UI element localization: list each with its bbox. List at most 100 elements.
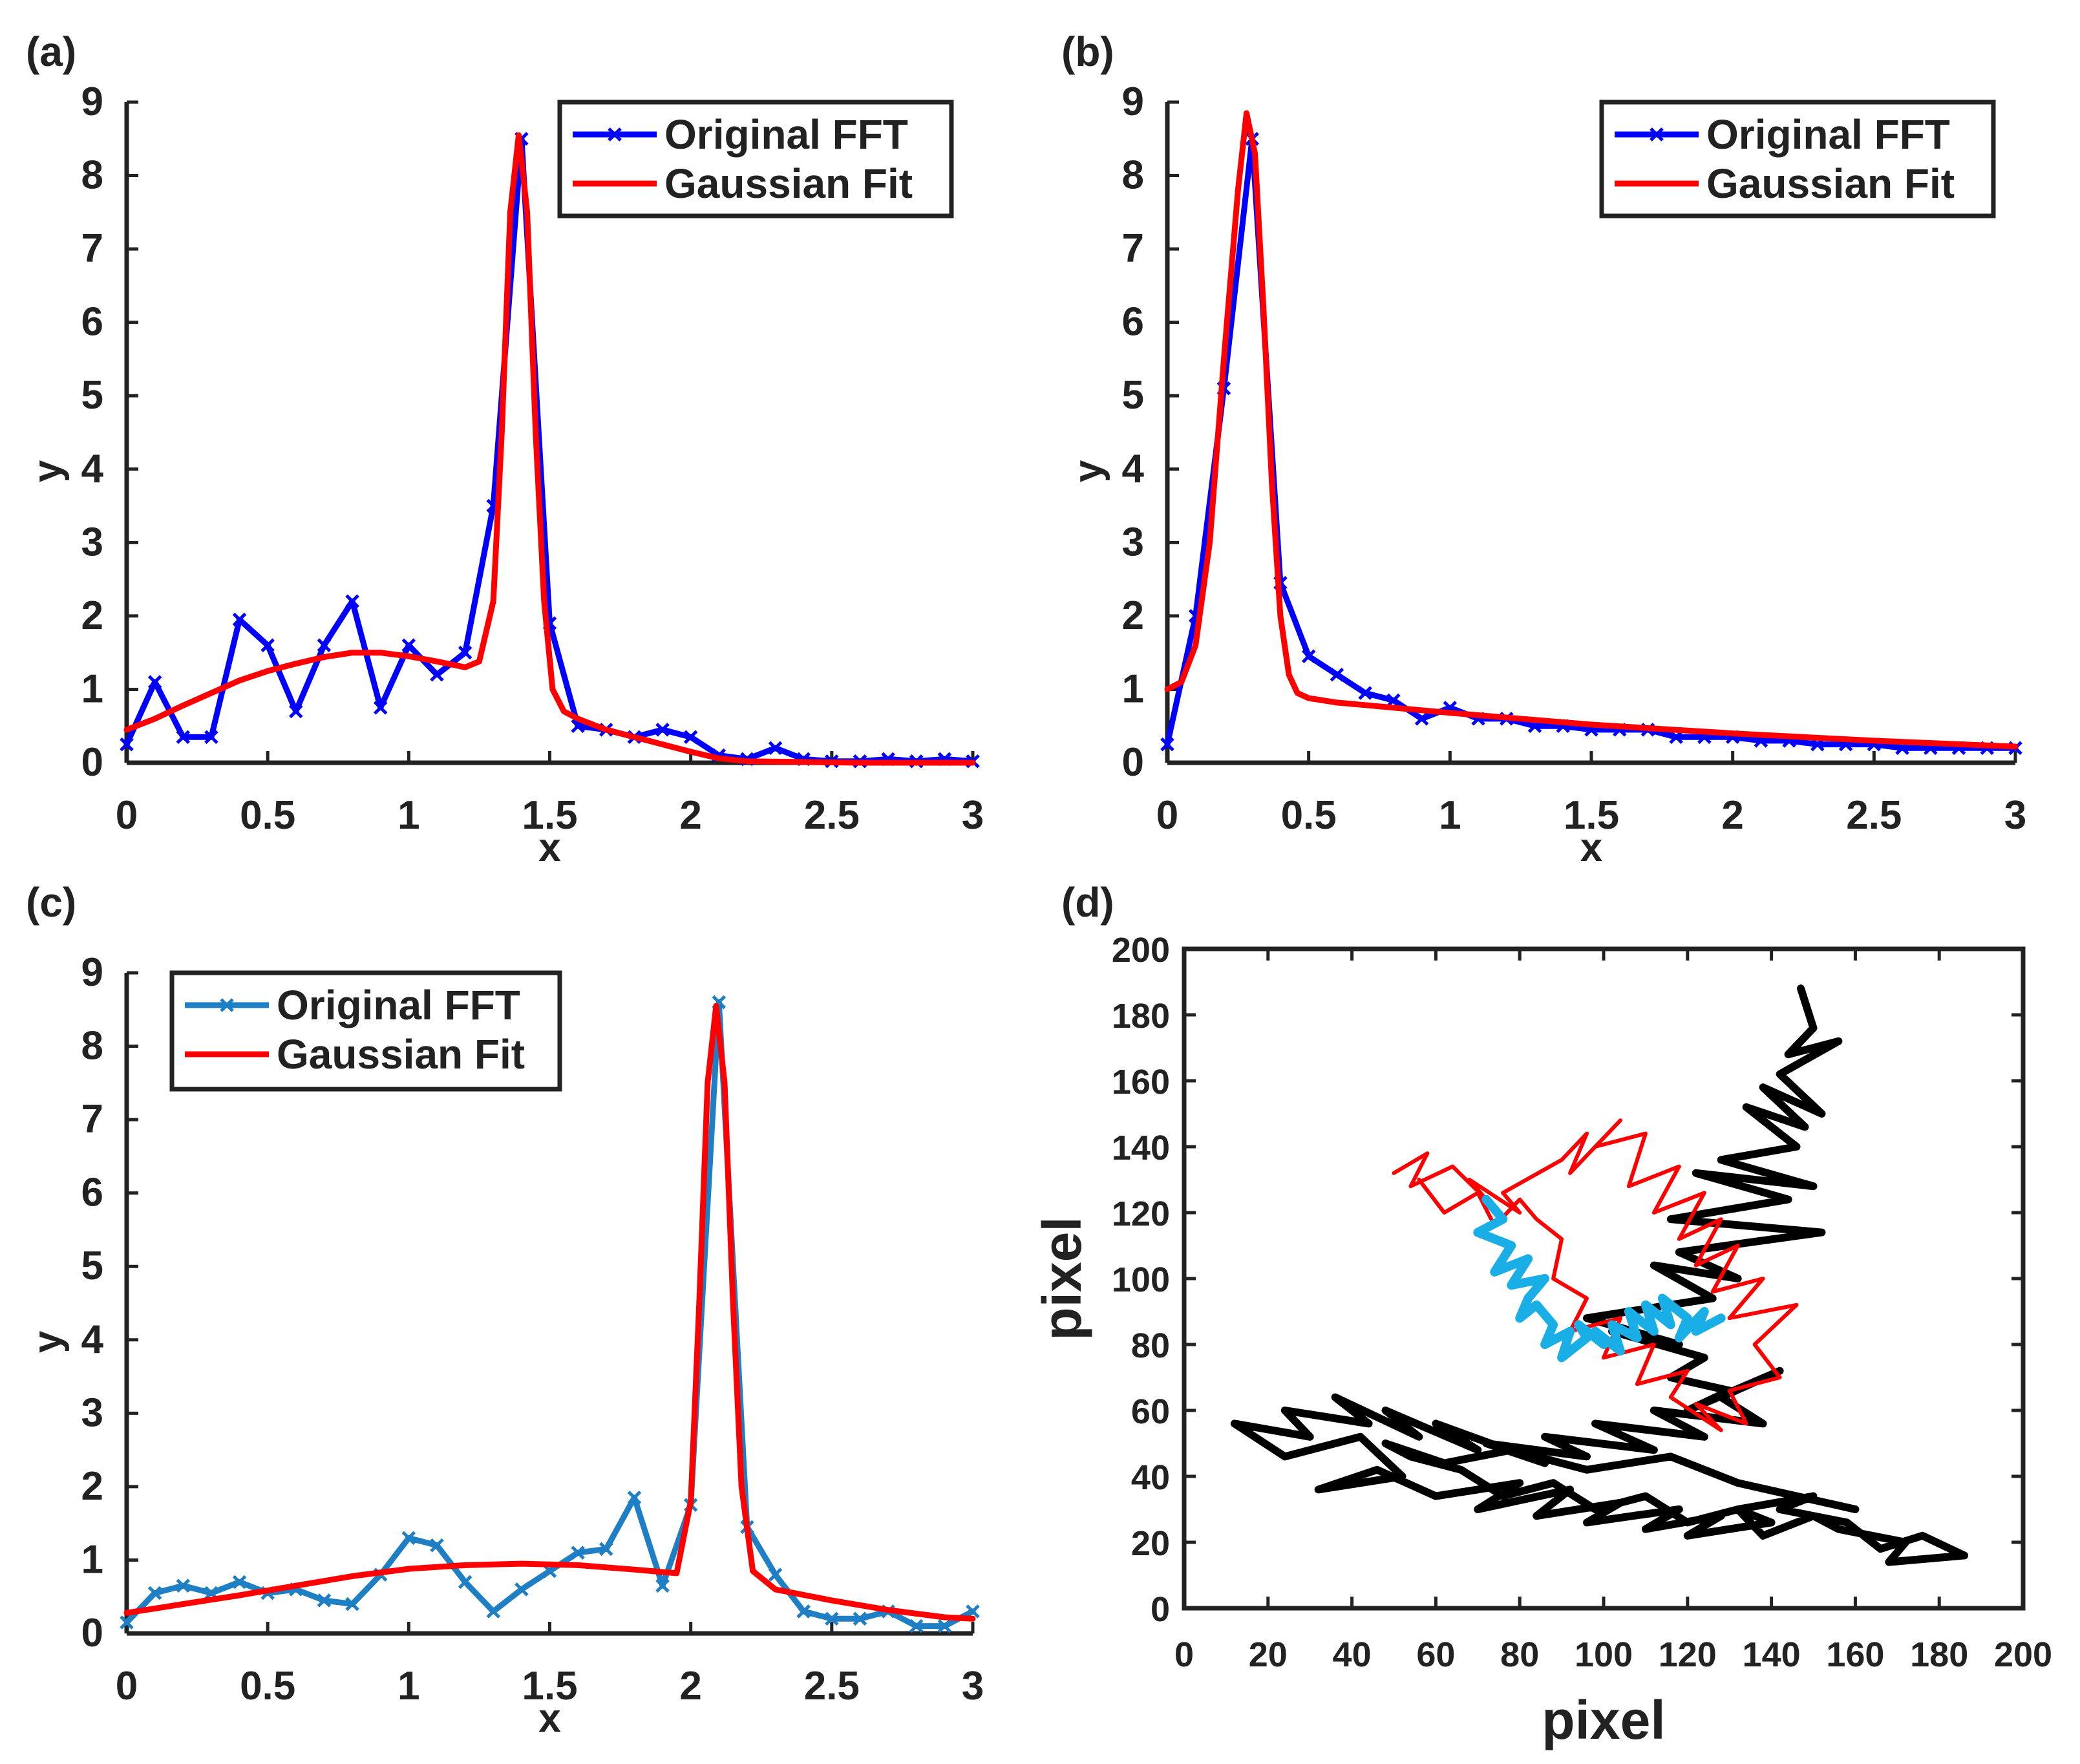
- legend-label-c: Gaussian Fit: [277, 1031, 525, 1078]
- x-tick-label-c: 2.5: [804, 1664, 860, 1708]
- x-tick-label-a: 2: [679, 793, 701, 838]
- series-line-c-original-fft: [123, 999, 976, 1630]
- data-point-c: [486, 1604, 501, 1619]
- x-tick-label-d: 180: [1910, 1635, 1968, 1674]
- x-tick-label-c: 0: [116, 1664, 138, 1708]
- x-tick-label-c: 1.5: [522, 1664, 577, 1708]
- y-axis-label-d: pixel: [1032, 1217, 1092, 1340]
- y-tick-label-a: 2: [81, 593, 103, 638]
- x-tick-label-d: 40: [1333, 1635, 1372, 1674]
- series-line-b-gaussian-fit: [1164, 110, 2019, 750]
- y-tick-label-c: 3: [81, 1390, 103, 1435]
- y-tick-label-b: 3: [1122, 520, 1144, 564]
- x-tick-label-d: 80: [1500, 1635, 1539, 1674]
- x-tick-label-d: 120: [1659, 1635, 1717, 1674]
- y-tick-label-d: 100: [1112, 1260, 1170, 1299]
- x-axis-label-a: x: [538, 825, 561, 870]
- x-tick-label-c: 0.5: [240, 1664, 295, 1708]
- y-tick-label-c: 6: [81, 1171, 103, 1215]
- y-tick-label-d: 160: [1112, 1063, 1170, 1101]
- y-tick-label-d: 140: [1112, 1129, 1170, 1167]
- y-tick-label-c: 9: [81, 950, 103, 995]
- legend-box-a: [557, 100, 954, 218]
- y-tick-label-d: 40: [1131, 1458, 1170, 1497]
- series-line-c-gaussian-fit: [123, 1003, 976, 1622]
- data-point-b: [1160, 737, 1174, 752]
- y-tick-label-a: 7: [81, 226, 103, 271]
- x-tick-label-b: 0: [1156, 793, 1178, 838]
- data-point-c: [345, 1597, 359, 1611]
- panel-label-c: (c): [26, 879, 76, 926]
- y-tick-label-d: 180: [1112, 997, 1170, 1036]
- legend-marker-c: [220, 998, 234, 1012]
- data-point-a: [232, 612, 247, 627]
- x-tick-label-b: 0.5: [1281, 793, 1337, 838]
- x-axis-label-c: x: [538, 1696, 561, 1741]
- y-axis-label-b: y: [1066, 460, 1110, 482]
- x-tick-label-d: 60: [1416, 1635, 1455, 1674]
- y-tick-label-b: 5: [1122, 373, 1144, 418]
- y-tick-label-b: 9: [1122, 80, 1144, 124]
- y-tick-label-b: 4: [1122, 447, 1145, 491]
- y-tick-label-a: 0: [81, 740, 103, 785]
- data-point-c: [825, 1611, 839, 1626]
- panel-d: (d) 0 20 40 60 80 100 120 140 160 180 200 0 20 40 60 80 1…: [1032, 879, 2052, 1750]
- x-tick-label-d: 20: [1249, 1635, 1288, 1674]
- series-line-a-gaussian-fit: [123, 132, 976, 766]
- data-point-a: [176, 730, 191, 745]
- x-tick-label-a: 1.5: [522, 793, 577, 838]
- data-point-c: [176, 1578, 191, 1593]
- y-tick-label-a: 1: [81, 666, 103, 711]
- y-tick-label-a: 9: [81, 80, 103, 124]
- data-point-a: [373, 701, 388, 715]
- legend-marker-a: [608, 127, 622, 142]
- legend-label-a: Original FFT: [664, 111, 908, 158]
- y-tick-label-c: 4: [81, 1317, 104, 1362]
- series-line-b-original-fft: [1164, 136, 2019, 751]
- data-point-a: [289, 704, 303, 719]
- series-line-d-trajectory-cyan: [1473, 1195, 1726, 1363]
- data-point-c: [768, 1567, 783, 1582]
- y-tick-label-c: 5: [81, 1244, 103, 1288]
- legend-box-c: [169, 970, 562, 1092]
- data-point-c: [515, 1582, 529, 1597]
- x-tick-label-d: 160: [1826, 1635, 1884, 1674]
- panel-label-b: (b): [1061, 28, 1114, 75]
- data-point-c: [599, 1542, 613, 1557]
- y-tick-label-b: 7: [1122, 226, 1144, 271]
- y-axis-label-c: y: [25, 1330, 70, 1353]
- data-point-a: [768, 741, 783, 756]
- x-tick-label-b: 2.5: [1846, 793, 1902, 838]
- legend-label-b: Original FFT: [1706, 111, 1950, 158]
- x-tick-label-c: 2: [679, 1664, 701, 1708]
- x-tick-label-a: 0.5: [240, 793, 295, 838]
- data-point-a: [683, 730, 698, 745]
- data-point-c: [571, 1546, 585, 1560]
- panel-c: (c) 0 0.5 1 1.5 2 2.5 3 0 1 2 3 4 5 6 7 8 9 x y Original FFT…: [25, 879, 984, 1741]
- legend-label-a: Gaussian Fit: [664, 160, 913, 207]
- y-tick-label-c: 1: [81, 1537, 103, 1582]
- y-tick-label-b: 2: [1122, 593, 1144, 638]
- data-point-a: [147, 675, 162, 689]
- y-tick-label-a: 4: [81, 447, 104, 491]
- panel-a: (a) 0 0.5 1 1.5 2 2.5 3 0 1 2 3 4 5 6 7 8 9 x y Original FFT…: [25, 28, 984, 870]
- y-tick-label-d: 80: [1131, 1326, 1170, 1365]
- y-tick-label-d: 0: [1151, 1590, 1170, 1629]
- x-tick-label-c: 3: [962, 1664, 984, 1708]
- data-point-a: [458, 645, 472, 660]
- x-tick-label-b: 2: [1721, 793, 1743, 838]
- y-tick-label-a: 8: [81, 153, 103, 198]
- y-tick-label-c: 8: [81, 1024, 103, 1068]
- data-point-c: [430, 1538, 444, 1553]
- legend-label-c: Original FFT: [277, 982, 520, 1028]
- x-tick-label-d: 200: [1994, 1635, 2052, 1674]
- legend-box-b: [1599, 100, 1996, 218]
- x-tick-label-a: 1: [398, 793, 419, 838]
- data-point-b: [1669, 730, 1683, 745]
- data-point-b: [1330, 667, 1344, 682]
- y-tick-label-b: 6: [1122, 300, 1144, 345]
- panel-label-a: (a): [26, 28, 76, 75]
- panel-b: (b) 0 0.5 1 1.5 2 2.5 3 0 1 2 3 4 5 6 7 8 9 x y Original FFT…: [1061, 28, 2026, 870]
